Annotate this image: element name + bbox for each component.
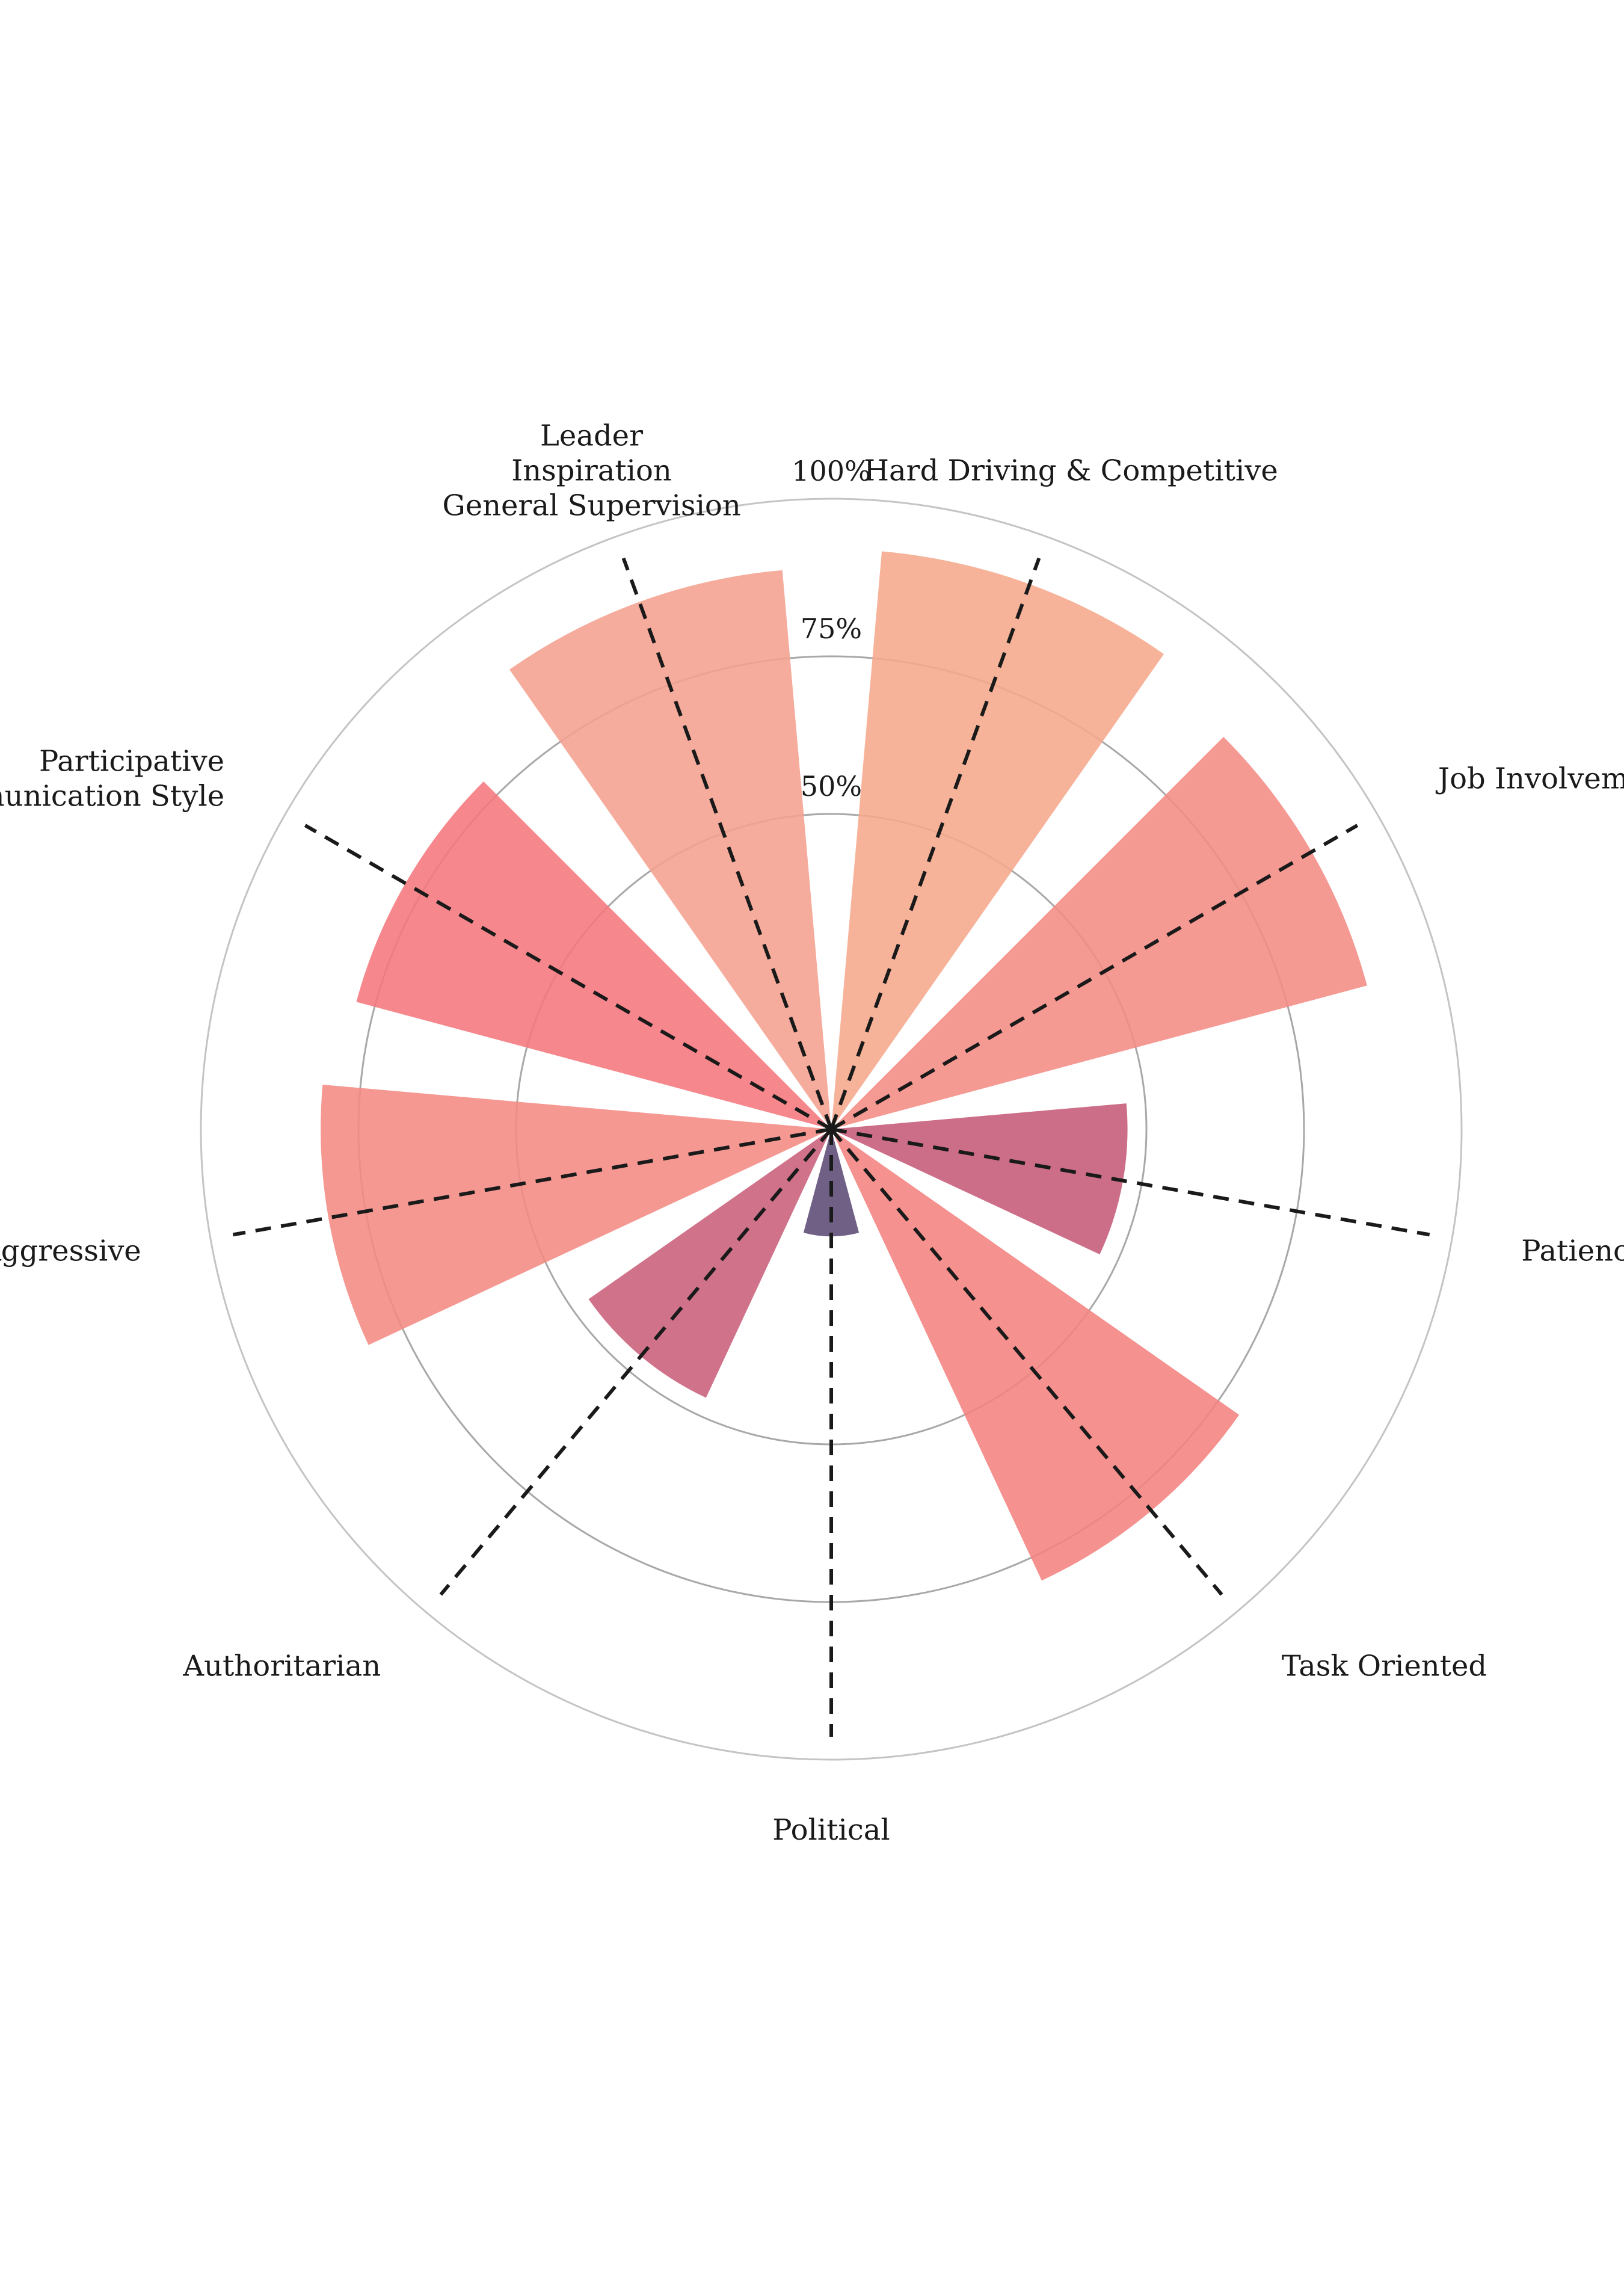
- category-label: ParticipativeCommunication Style: [0, 745, 224, 813]
- bar-job-involvement: [831, 736, 1367, 1129]
- category-label-line: Political: [772, 1813, 890, 1847]
- bar-authoritarian: [588, 1129, 831, 1398]
- spoke-line: [830, 824, 1359, 1131]
- category-label-line: Hard Driving & Competitive: [864, 454, 1278, 487]
- category-label: Authoritarian: [182, 1649, 381, 1683]
- bar-hard-driving-competitive: [831, 551, 1164, 1129]
- category-label: Patience: [1521, 1234, 1624, 1268]
- bars-layer: [321, 551, 1367, 1581]
- spoke-line: [621, 557, 833, 1130]
- radial-tick-label: 50%: [801, 770, 862, 803]
- category-label-line: Inspiration: [511, 454, 672, 487]
- category-label-line: Aggressive: [0, 1234, 141, 1268]
- spokes-layer: [232, 557, 1430, 1737]
- bar-task-oriented: [831, 1129, 1240, 1581]
- category-label-line: Authoritarian: [182, 1649, 381, 1683]
- spoke-line: [829, 1128, 1223, 1596]
- spoke-line: [829, 557, 1041, 1130]
- category-label: Political: [772, 1813, 890, 1847]
- radial-tick-label: 100%: [792, 455, 871, 487]
- radial-tick-label: 75%: [801, 612, 862, 645]
- category-label-line: General Supervision: [442, 488, 740, 522]
- bar-participative-communication-style: [356, 781, 831, 1129]
- bar-patience: [831, 1103, 1128, 1255]
- category-label-line: Task Oriented: [1282, 1649, 1487, 1683]
- category-label-line: Participative: [39, 745, 224, 778]
- category-label-line: Communication Style: [0, 780, 224, 813]
- bar-aggressive: [321, 1085, 831, 1345]
- spoke-line: [439, 1128, 833, 1596]
- category-label: Job Involvement: [1435, 762, 1624, 796]
- spoke-line: [232, 1127, 832, 1237]
- category-label: Aggressive: [0, 1234, 141, 1268]
- category-label-line: Patience: [1521, 1234, 1624, 1268]
- spoke-line: [304, 824, 832, 1131]
- spoke-line: [831, 1127, 1430, 1237]
- category-label-line: Leader: [540, 419, 643, 452]
- category-label-line: Job Involvement: [1435, 762, 1624, 796]
- grid-circle-100: [200, 498, 1463, 1761]
- category-label: Hard Driving & Competitive: [864, 454, 1278, 487]
- labels-layer: 50% 75% 100%Hard Driving & Competitive Job …: [0, 419, 1624, 1847]
- bar-leader-inspiration-general-supervision: [509, 570, 831, 1129]
- category-label: Task Oriented: [1282, 1649, 1487, 1683]
